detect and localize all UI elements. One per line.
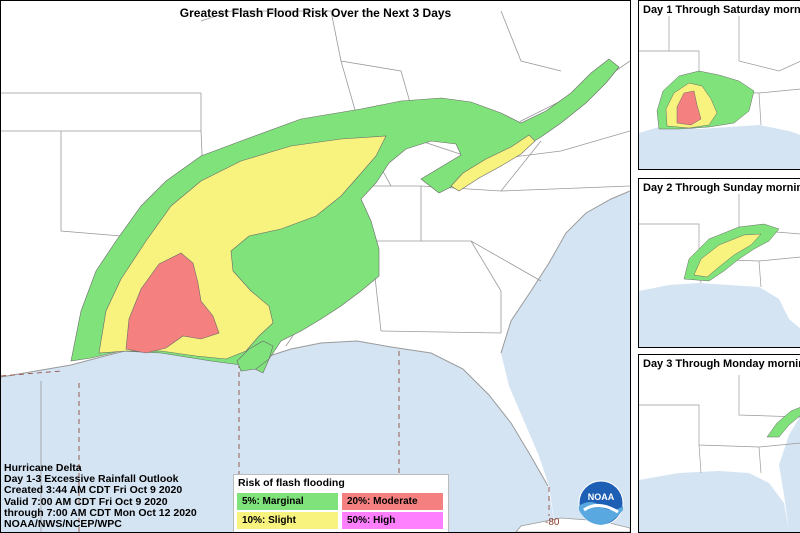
page-title: Greatest Flash Flood Risk Over the Next … [179,6,452,20]
day1-panel: Day 1 Through Saturday morning [638,0,800,170]
atlantic-ocean [501,191,630,532]
day1-title: Day 1 Through Saturday morning [643,4,800,16]
lat-lon-lines [1,351,550,532]
legend-item-high: 50%: High [342,512,443,529]
legend-title: Risk of flash flooding [238,477,345,489]
risk-area-moderate [125,252,220,354]
day2-title: Day 2 Through Sunday morning [643,182,800,194]
day3-title: Day 3 Through Monday morning [643,358,800,370]
legend: Risk of flash flooding 5%: Marginal 20%:… [233,474,449,532]
svg-text:NOAA: NOAA [588,492,615,502]
day3-panel: Day 3 Through Monday morning [638,354,800,533]
legend-item-marginal: 5%: Marginal [237,493,338,510]
info-line: Hurricane Delta [4,462,82,474]
noaa-logo-icon: NOAA [578,480,624,526]
info-line: Created 3:44 AM CDT Fri Oct 9 2020 [4,484,183,497]
info-line: Day 1-3 Excessive Rainfall Outlook [4,473,179,486]
main-map-panel: Greatest Flash Flood Risk Over the Next … [0,0,631,533]
info-line: NOAA/NWS/NCEP/WPC [4,518,122,531]
legend-item-slight: 10%: Slight [237,512,338,529]
legend-item-moderate: 20%: Moderate [342,493,443,510]
main-map [1,1,630,532]
risk-area-slight-ne [450,134,536,192]
day2-panel: Day 2 Through Sunday morning [638,178,800,348]
info-line: through 7:00 AM CDT Mon Oct 12 2020 [4,506,197,519]
info-line: Valid 7:00 AM CDT Fri Oct 9 2020 [4,495,168,508]
forecast-info: Hurricane Delta Day 1-3 Excessive Rainfa… [4,462,197,531]
longitude-label: -80 [545,517,560,528]
